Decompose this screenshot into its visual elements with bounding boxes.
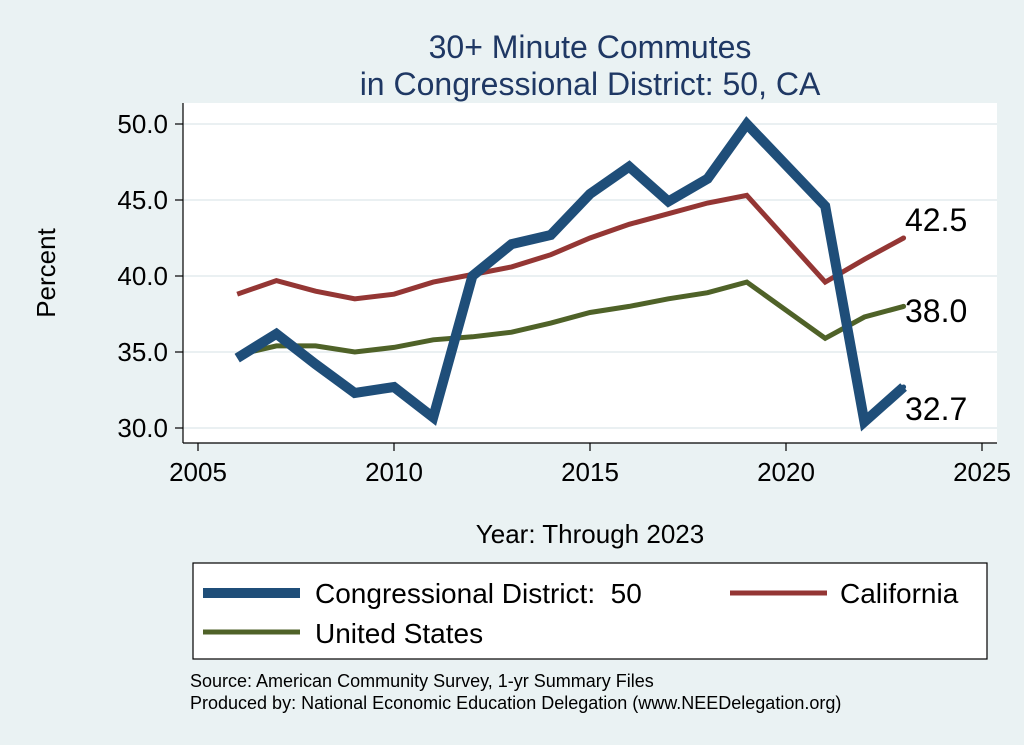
y-tick-label: 40.0: [117, 261, 168, 291]
chart-title-line-2: in Congressional District: 50, CA: [360, 66, 821, 102]
x-tick-label: 2025: [953, 457, 1011, 487]
y-tick-label: 30.0: [117, 413, 168, 443]
series-end-labels: 32.7 42.5 38.0: [905, 202, 967, 427]
series-end-label-1: 42.5: [905, 202, 967, 238]
series-line-2: [236, 279, 905, 358]
legend-label-united-states: United States: [315, 618, 483, 649]
legend-box: [192, 562, 988, 660]
x-tick-label: 2020: [757, 457, 815, 487]
series-lines: [234, 116, 907, 432]
y-tick-label: 45.0: [117, 185, 168, 215]
y-axis-title: Percent: [31, 227, 61, 317]
series-end-point-0: [901, 384, 907, 390]
legend-item-california: California: [730, 578, 959, 609]
x-axis-ticks: 2005 2010 2015 2020 2025: [169, 443, 1011, 487]
x-tick-label: 2005: [169, 457, 227, 487]
x-axis-title: Year: Through 2023: [476, 519, 704, 549]
legend-item-united-states: United States: [203, 618, 483, 649]
legend-label-california: California: [840, 578, 959, 609]
series-end-point-2: [901, 303, 907, 309]
series-end-label-2: 38.0: [905, 293, 967, 329]
y-axis-ticks: 30.0 35.0 40.0 45.0 50.0: [117, 109, 183, 443]
chart-title-line-1: 30+ Minute Commutes: [429, 29, 752, 65]
x-tick-label: 2015: [561, 457, 619, 487]
plot-area: [183, 103, 997, 443]
x-tick-label: 2010: [365, 457, 423, 487]
series-line-1: [236, 192, 905, 302]
source-note: Source: American Community Survey, 1-yr …: [190, 671, 654, 691]
y-tick-label: 50.0: [117, 109, 168, 139]
legend-label-district: Congressional District: 50: [315, 578, 642, 609]
producer-note: Produced by: National Economic Education…: [190, 693, 841, 713]
series-end-label-0: 32.7: [905, 391, 967, 427]
legend-item-district: Congressional District: 50: [203, 578, 642, 609]
y-tick-label: 35.0: [117, 337, 168, 367]
series-line-0: [234, 116, 907, 432]
series-end-point-1: [901, 235, 907, 241]
